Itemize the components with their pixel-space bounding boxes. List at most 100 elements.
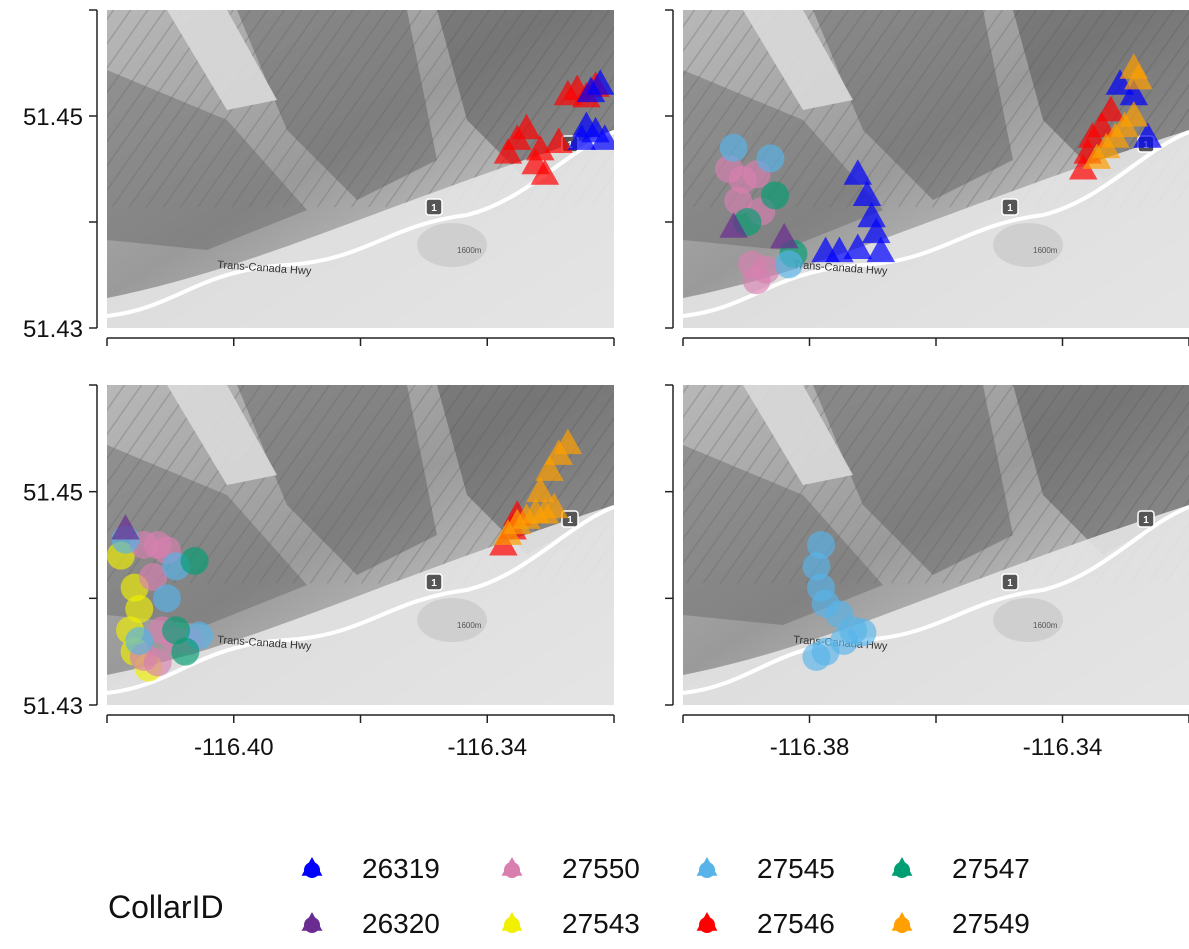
x-tick-label: -116.34 (447, 734, 527, 761)
valley-light (743, 385, 853, 485)
shield-number: 1 (431, 578, 437, 589)
legend-key-circle (699, 917, 715, 933)
panel-3-points (107, 428, 583, 682)
point-26320 (769, 222, 799, 249)
point-26320 (719, 212, 748, 238)
lake (993, 598, 1063, 642)
legend-key-27550 (501, 857, 523, 878)
legend-title: CollarID (108, 889, 224, 925)
point-27545 (802, 552, 831, 581)
point-27550 (143, 648, 172, 677)
legend-label-27550: 27550 (562, 853, 640, 884)
point-27550 (742, 266, 771, 295)
valley-floor (107, 130, 614, 328)
point-27549 (539, 492, 569, 519)
point-27547 (180, 547, 209, 575)
point-27543 (125, 595, 154, 623)
point-26319 (843, 233, 873, 259)
legend-label-27549: 27549 (952, 908, 1030, 939)
mountain-shade (237, 385, 437, 575)
point-26319 (861, 217, 891, 244)
legend-key-26320 (301, 912, 323, 933)
legend-label-27547: 27547 (952, 853, 1030, 884)
y-tick-label: 51.45 (23, 480, 83, 507)
legend-key-circle (699, 862, 715, 878)
shield-body (425, 198, 443, 216)
legend-label-27543: 27543 (562, 908, 640, 939)
legend-label-27546: 27546 (757, 908, 835, 939)
shield-body (1137, 510, 1155, 528)
lake (417, 598, 487, 642)
point-27547 (171, 637, 200, 666)
legend-key-circle (304, 917, 320, 933)
valley-floor (683, 130, 1189, 328)
point-27547 (162, 616, 191, 645)
mountain-shade (683, 445, 883, 625)
point-27546 (1096, 95, 1126, 122)
contour-label: 1600m (1033, 621, 1058, 630)
point-27545 (152, 584, 181, 613)
shield-number: 1 (1143, 515, 1149, 526)
valley-light (743, 10, 853, 110)
point-27546 (1068, 154, 1098, 180)
panel-4-axes: -116.38 -116.34 (665, 384, 1189, 761)
contour-label: 1600m (457, 621, 482, 630)
highway-shield-icon: 1 (425, 198, 443, 216)
legend-key-circle (894, 917, 910, 933)
y-tick-label: 51.43 (23, 316, 83, 343)
point-27549 (1119, 53, 1149, 79)
highway-road (683, 505, 1189, 695)
y-tick-label: 51.45 (23, 104, 83, 131)
point-26319 (811, 236, 840, 263)
valley-floor (107, 505, 614, 705)
valley-light (167, 10, 277, 110)
panel-4-points (802, 531, 877, 671)
point-27546 (1087, 111, 1116, 138)
point-26319 (1119, 79, 1149, 106)
point-27545 (807, 531, 835, 559)
point-27547 (761, 181, 789, 210)
mountain-shade (107, 70, 307, 250)
highway-shield-icon: 1 (1001, 198, 1019, 216)
legend: CollarID 26319 27550 27545 27547 26320 27543 27… (108, 853, 1030, 939)
point-27550 (139, 563, 168, 591)
highway-shield-icon: 1 (425, 573, 443, 591)
point-27546 (530, 159, 560, 185)
point-27549 (1119, 101, 1149, 127)
point-27549 (535, 455, 564, 481)
x-tick-label: -116.34 (1023, 734, 1103, 761)
legend-key-27545 (696, 857, 718, 878)
x-tick-label: -116.38 (770, 734, 850, 761)
point-26319 (852, 180, 882, 206)
valley-light (167, 385, 277, 485)
point-27545 (774, 250, 803, 279)
point-27546 (493, 138, 523, 164)
highway-road (107, 505, 614, 695)
legend-label-27545: 27545 (757, 853, 835, 884)
point-27546 (526, 134, 555, 161)
point-27545 (719, 133, 748, 162)
shield-body (1001, 198, 1019, 216)
legend-label-26319: 26319 (362, 853, 440, 884)
lake (417, 223, 487, 267)
y-tick-label: 51.43 (23, 693, 83, 720)
shield-number: 1 (567, 515, 573, 526)
point-27546 (512, 113, 541, 140)
contour-label: 1600m (457, 246, 482, 255)
panel-1-points (493, 69, 614, 185)
legend-label-26320: 26320 (362, 908, 440, 939)
panel-2-points (715, 53, 1162, 295)
shield-body (425, 573, 443, 591)
point-27549 (526, 476, 555, 503)
legend-key-circle (504, 917, 520, 933)
legend-key-27546 (696, 912, 718, 933)
legend-key-27543 (501, 912, 523, 933)
panel-2-axes (665, 9, 1189, 346)
legend-key-circle (894, 862, 910, 878)
shield-number: 1 (1007, 578, 1013, 589)
point-26319 (1133, 122, 1162, 148)
legend-key-27547 (891, 857, 913, 878)
point-27550 (724, 186, 753, 215)
